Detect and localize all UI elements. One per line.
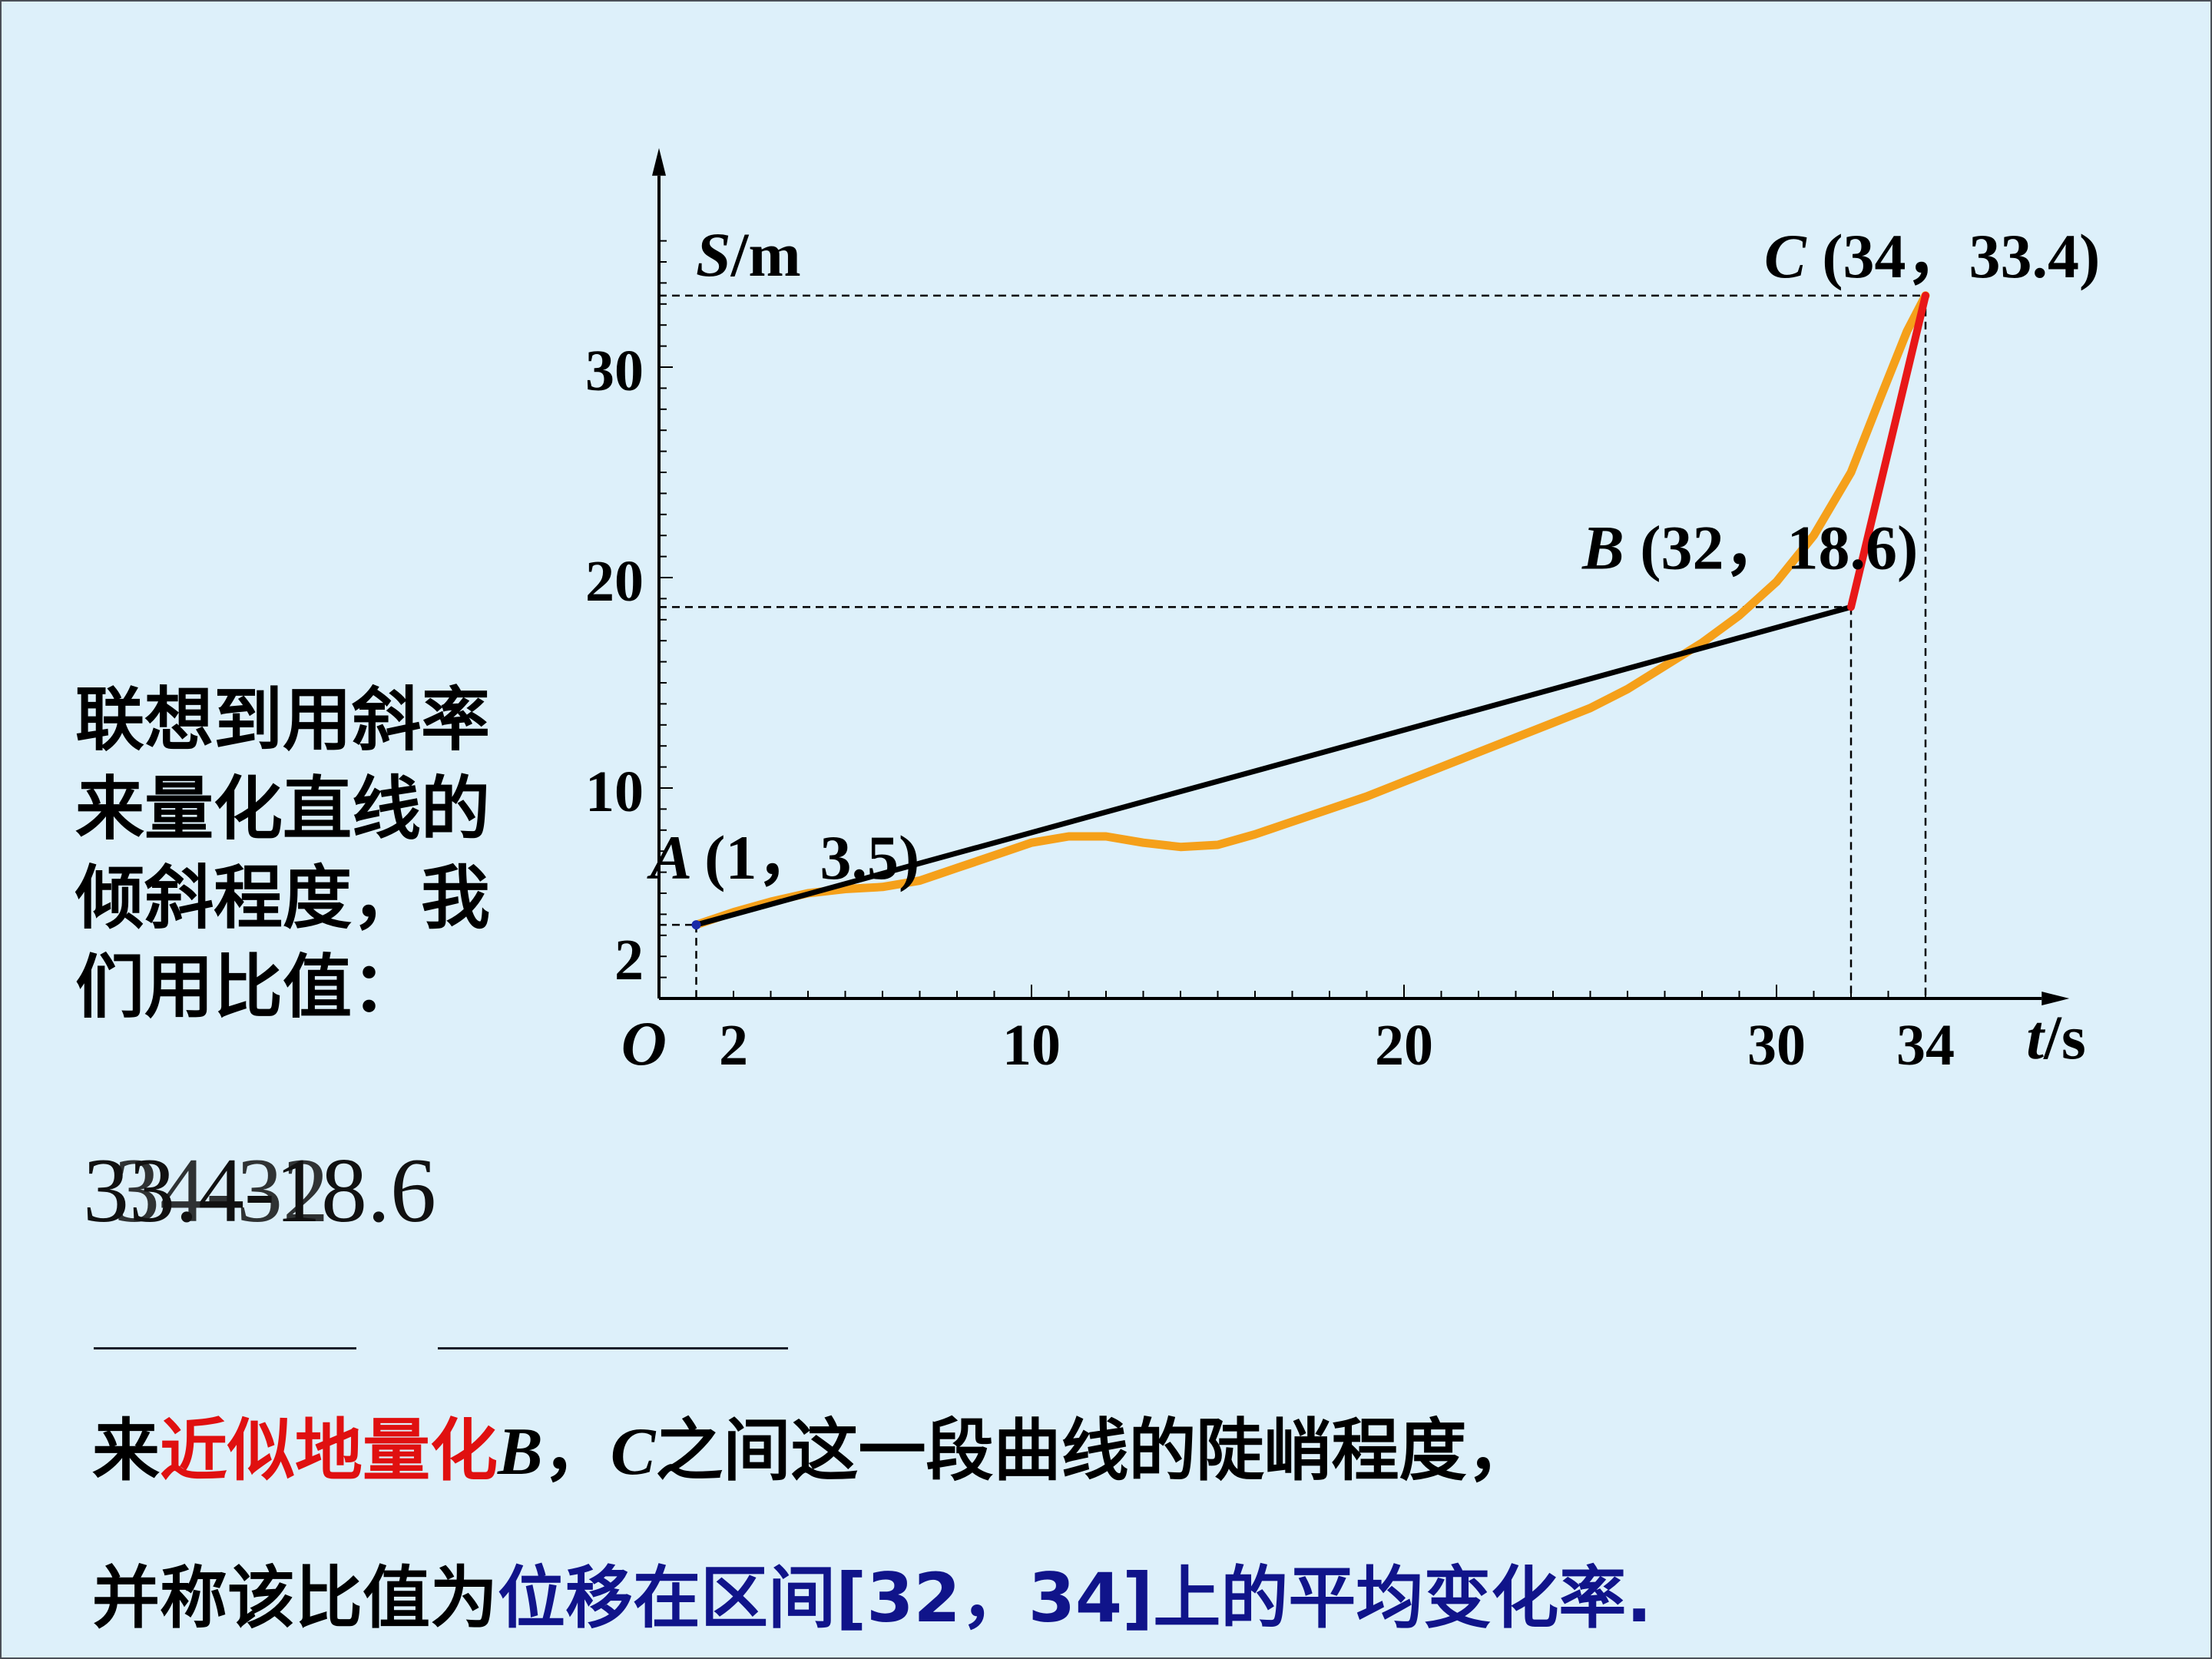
y-tick-label: 20 [585,549,644,614]
fraction-rule-right [438,1347,788,1349]
side-text: 联想到用斜率 来量化直线的 倾斜程度，我 们用比值： [75,676,536,1032]
y-axis-arrow [652,147,666,176]
x-tick-label: 20 [1375,1013,1433,1078]
y-tick-label: 2 [614,928,644,992]
displacement-curve [692,291,1930,929]
point-a-marker [691,920,701,930]
formula-denominator: 34-32 [114,1139,329,1241]
ratio-formula: 33.4-18.6 34-32 [83,1137,482,1244]
line1-pre: 来 [92,1411,161,1490]
side-text-line: 倾斜程度，我 [75,858,490,939]
origin-label: O [621,1008,667,1078]
line2-highlight: 位移在区间[32，34]上的平均变化率. [498,1558,1652,1637]
secant-line-bc [1847,291,1929,611]
side-text-line: 联想到用斜率 [75,680,490,760]
line1-post: 之间这一段曲线的陡峭程度， [655,1411,1535,1490]
line2-pre: 并称该比值为 [92,1558,498,1637]
formula-numerator: 33.4-18.6 [83,1139,436,1241]
x-tick-label: 34 [1896,1013,1955,1078]
secant-line-ab [694,604,1854,928]
x-axis-label: t/s [2026,1002,2086,1072]
y-axis-label: S/m [696,220,801,290]
point-c-label: C (34，33.4) [1764,221,2100,291]
y-tick-label: 10 [585,760,644,824]
point-a-label: A (1，3.5) [647,823,920,892]
side-text-line: 们用比值： [75,947,421,1028]
point-b-label: B (32，18.6) [1581,512,1918,582]
line1-highlight: 近似地量化 [160,1411,498,1490]
x-tick-label: 10 [1002,1013,1061,1078]
x-axis-arrow [2041,992,2070,1005]
line1-comma: ， [542,1411,611,1490]
x-tick-label: 30 [1747,1013,1806,1078]
sentence-line-2: 并称该比值为位移在区间[32，34]上的平均变化率. [92,1544,1652,1641]
line1-point-c: C [610,1415,656,1489]
side-text-line: 来量化直线的 [75,769,490,849]
y-tick-label: 30 [585,339,644,403]
x-tick-label: 2 [719,1013,748,1078]
line1-point-b: B [498,1415,543,1489]
sentence-line-1: 来近似地量化B，C之间这一段曲线的陡峭程度， [92,1396,1534,1494]
fraction-rule-left [94,1347,356,1349]
